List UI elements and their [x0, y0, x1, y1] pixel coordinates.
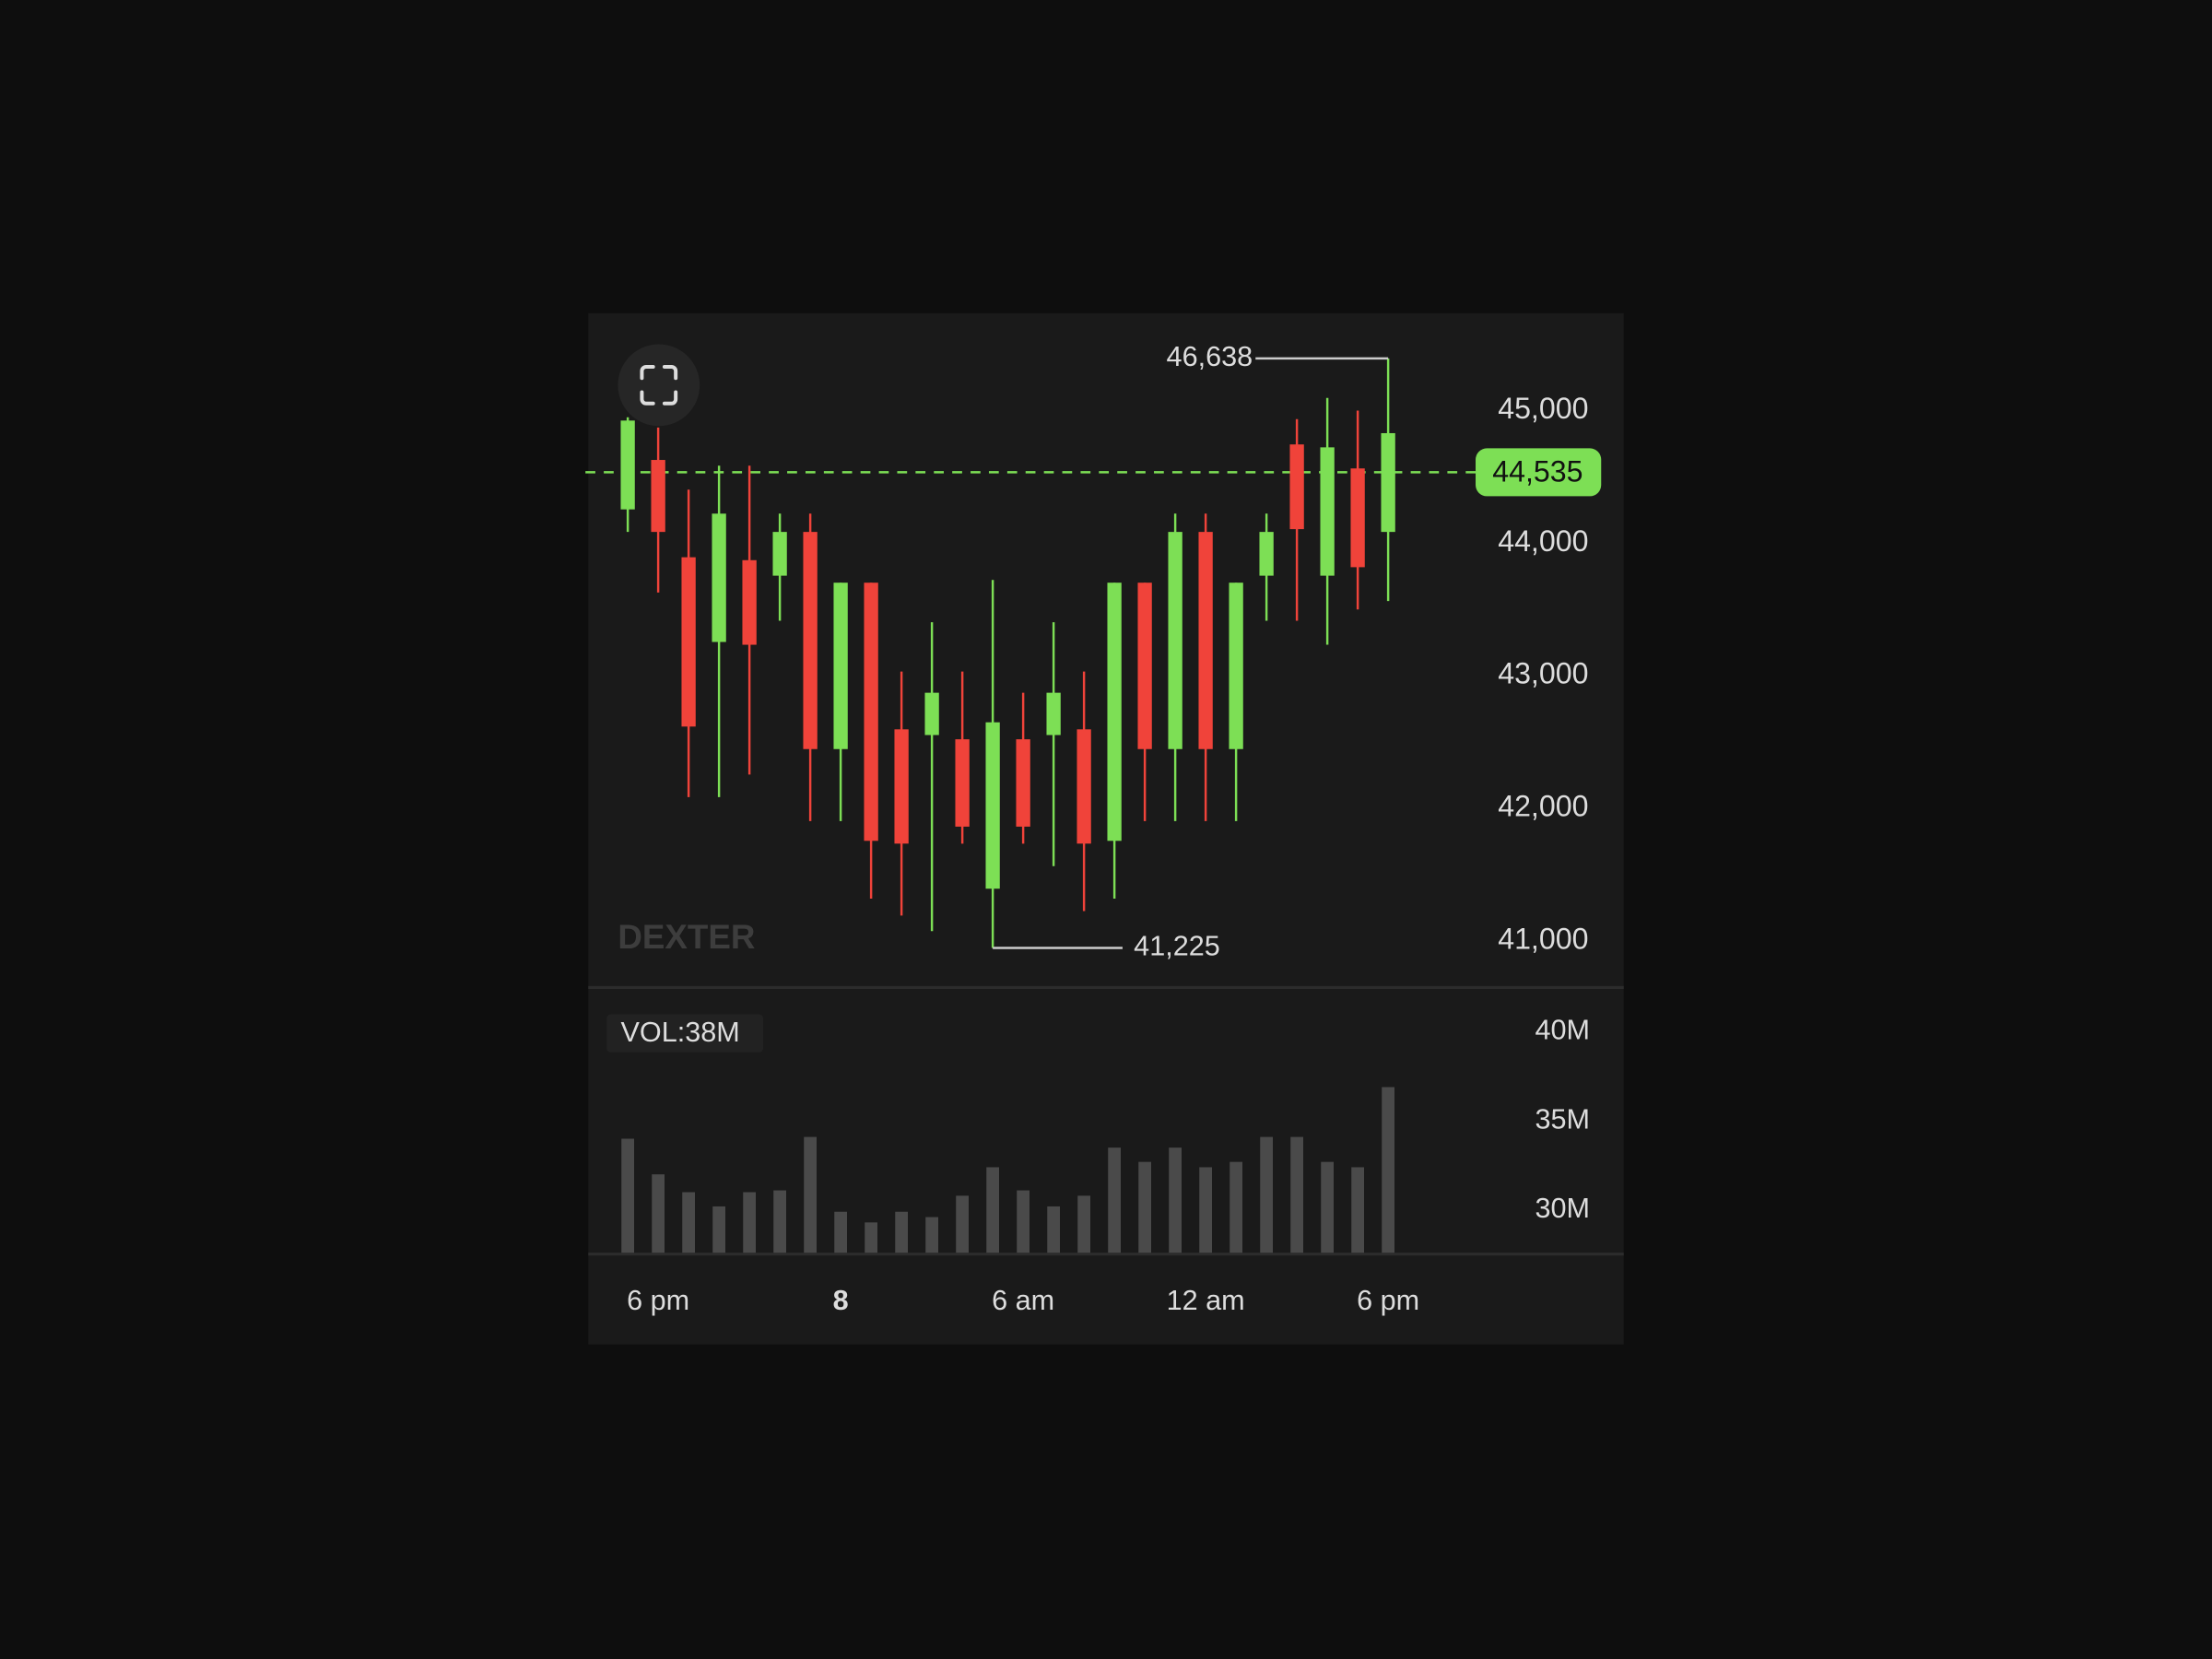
volume-bar: [1351, 1167, 1365, 1253]
fullscreen-icon[interactable]: [640, 364, 678, 406]
candle-body: [1077, 729, 1091, 844]
candle-body: [1046, 692, 1061, 735]
fullscreen-button[interactable]: [618, 344, 700, 427]
volume-bar: [986, 1167, 1000, 1253]
candle-body: [955, 739, 970, 827]
volume-bar: [1199, 1167, 1213, 1253]
volume-bar: [834, 1211, 848, 1253]
volume-bar: [956, 1195, 970, 1253]
y-tick-label: 30M: [1535, 1193, 1590, 1224]
chart-panel: [588, 312, 1624, 1345]
volume-bar: [682, 1192, 696, 1253]
candle-body: [742, 559, 757, 645]
volume-bar: [1169, 1147, 1182, 1253]
volume-bar: [1321, 1161, 1335, 1253]
volume-bar: [1047, 1206, 1061, 1253]
volume-bar: [865, 1222, 878, 1253]
candle-body: [651, 460, 665, 533]
volume-bar: [652, 1174, 665, 1253]
candle-body: [1289, 444, 1304, 530]
candle-body: [1259, 532, 1274, 576]
volume-label: VOL:38M: [620, 1017, 739, 1048]
candle-body: [1107, 582, 1122, 841]
low-annotation: 41,225: [1134, 931, 1220, 962]
y-tick-label: 45,000: [1498, 392, 1588, 425]
volume-bar: [773, 1190, 787, 1253]
candle-body: [1198, 532, 1213, 749]
volume-bar: [621, 1138, 635, 1253]
x-tick-label: 6 pm: [627, 1285, 689, 1316]
candle-body: [712, 513, 726, 642]
last-price-label: 44,535: [1492, 454, 1583, 488]
volume-bar: [712, 1206, 726, 1253]
volume-bar: [743, 1192, 757, 1253]
y-tick-label: 35M: [1535, 1103, 1590, 1135]
candle-body: [894, 729, 909, 844]
volume-bar: [1230, 1161, 1243, 1253]
volume-bar: [895, 1211, 909, 1253]
y-tick-label: 44,000: [1498, 524, 1588, 558]
y-tick-label: 43,000: [1498, 657, 1588, 690]
candle-body: [985, 722, 1000, 889]
last-price-badge: [1476, 448, 1602, 497]
volume-bar: [1260, 1136, 1274, 1253]
volume-bar: [1138, 1161, 1152, 1253]
candle-body: [833, 582, 848, 749]
watermark: DEXTER: [618, 918, 755, 956]
volume-bar: [1382, 1087, 1395, 1253]
candle-body: [1381, 432, 1395, 533]
candle-body: [803, 532, 818, 749]
volume-bar: [925, 1217, 939, 1253]
x-tick-label: 12 am: [1167, 1285, 1245, 1316]
y-tick-label: 40M: [1535, 1015, 1590, 1046]
candle-body: [1229, 582, 1243, 749]
candle-body: [681, 557, 696, 727]
candle-body: [620, 420, 635, 510]
volume-bar: [804, 1136, 818, 1253]
x-tick-label: 6 am: [992, 1285, 1054, 1316]
x-tick-label: 6 pm: [1357, 1285, 1419, 1316]
candle-body: [1168, 532, 1182, 749]
candle-body: [1350, 468, 1365, 568]
y-tick-label: 41,000: [1498, 922, 1588, 955]
y-tick-label: 42,000: [1498, 790, 1588, 823]
candle-body: [1320, 447, 1335, 576]
volume-bar: [1077, 1195, 1091, 1253]
high-annotation: 46,638: [1167, 341, 1253, 372]
volume-bar: [1290, 1136, 1304, 1253]
candle-body: [1137, 582, 1152, 749]
volume-bar: [1108, 1147, 1122, 1253]
candle-body: [864, 582, 878, 841]
x-tick-label: 8: [833, 1285, 849, 1316]
candle-body: [772, 532, 787, 576]
candle-body: [924, 692, 939, 735]
candle-body: [1016, 739, 1030, 827]
volume-bar: [1017, 1190, 1030, 1253]
fullscreen-button-bg[interactable]: [618, 344, 700, 427]
volume-label-bg: [606, 1014, 764, 1053]
